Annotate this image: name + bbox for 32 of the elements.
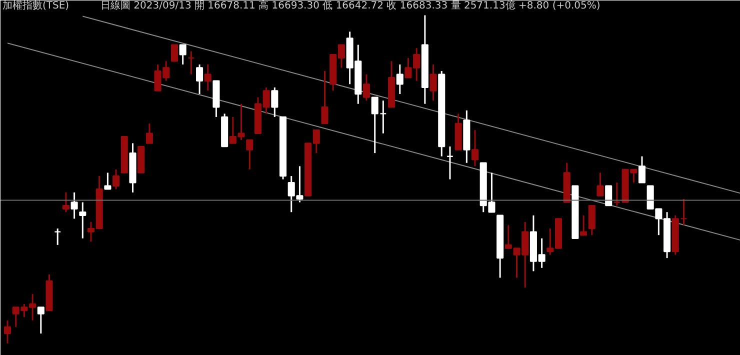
candlestick — [446, 146, 454, 180]
candlestick — [638, 156, 646, 184]
candlestick — [4, 320, 12, 344]
candlestick — [179, 44, 186, 66]
candlestick — [204, 64, 212, 92]
candlestick — [196, 64, 204, 95]
candlestick — [321, 70, 328, 124]
candlestick — [146, 122, 153, 144]
candlestick — [37, 306, 44, 334]
candlestick — [170, 44, 178, 62]
candlestick — [680, 198, 688, 226]
candlestick — [613, 182, 620, 206]
candlestick — [430, 64, 437, 102]
candlestick — [246, 139, 254, 170]
candlestick — [112, 168, 120, 190]
candlestick — [70, 192, 78, 220]
chart-title: 加權指數(TSE) — [2, 0, 70, 12]
candlestick — [104, 172, 112, 190]
candlestick — [605, 185, 612, 206]
candlestick — [371, 96, 378, 154]
candlestick — [188, 50, 195, 76]
candlestick — [79, 202, 86, 240]
candlestick — [580, 214, 588, 236]
candlestick — [62, 192, 70, 213]
candlestick — [396, 64, 404, 95]
candlestick — [362, 74, 370, 102]
candlestick — [380, 100, 387, 134]
candlestick — [588, 204, 596, 236]
candlestick — [271, 86, 278, 118]
candlestick — [472, 129, 479, 167]
candlestick — [54, 228, 62, 246]
candlestick — [596, 172, 604, 196]
